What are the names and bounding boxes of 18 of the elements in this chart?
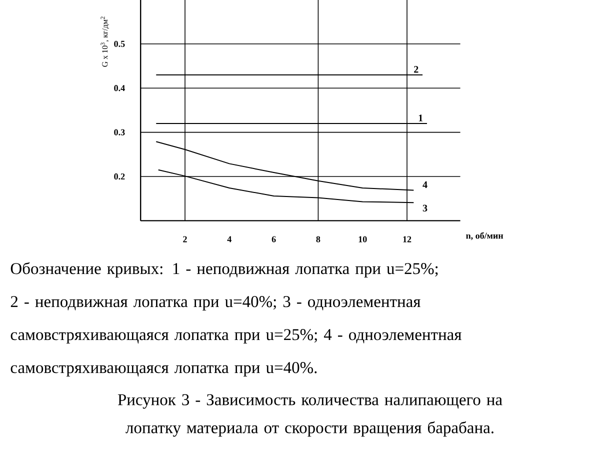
x-tick-label: 10: [358, 236, 367, 242]
x-tick-label: 4: [227, 236, 232, 242]
x-tick-label: 6: [272, 236, 276, 242]
series-label: 2: [414, 66, 418, 73]
text: Обозначение кривых: 1 - неподвижная лопатка при u=25%; 2 - неподвижная лопатка при u=40%; 3 - одноэлементная самовстряхивающаяся лопатка при u=25%; 4 - одноэлементная самовстряхивающаяся лопатка при u=40%.: [10, 262, 462, 377]
x-tick-label: 12: [403, 236, 412, 242]
series-label: 1: [418, 114, 423, 122]
text: Рисунок 3 - Зависимость количества налипающего на лопатку материала от скорости вращения барабана.: [118, 394, 502, 437]
y-tick-label: 0.2: [114, 173, 125, 180]
x-tick-label: 8: [316, 236, 320, 242]
y-tick-label: 0.5: [114, 40, 125, 47]
y-tick-label: 0.3: [114, 129, 125, 136]
series-label: 4: [422, 181, 428, 188]
x-tick-label: 2: [183, 236, 187, 242]
y-axis-title: G x 10$^{3}$, кг/дм$^{2}$: [100, 16, 110, 67]
y-tick-label: 0.4: [114, 85, 125, 92]
series-label: 3: [422, 204, 428, 212]
x-axis-title: n, об/мин: [466, 232, 504, 240]
